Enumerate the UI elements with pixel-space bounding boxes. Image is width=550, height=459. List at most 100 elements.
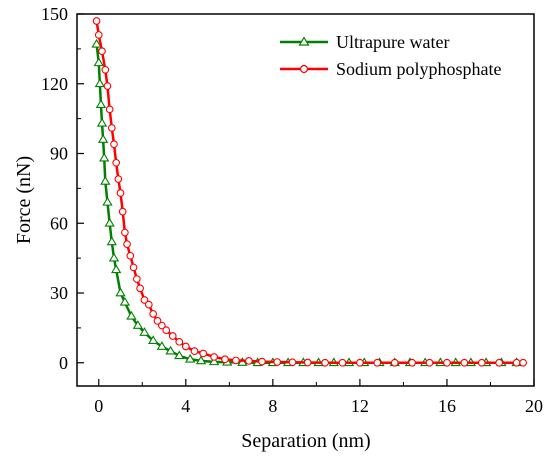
data-point-ultrapure-water — [132, 320, 144, 329]
data-point-ultrapure-water — [115, 287, 126, 297]
data-point-ultrapure-water — [119, 296, 131, 306]
data-point-ultrapure-water — [156, 341, 168, 350]
legend: Ultrapure water Sodium polyphosphate — [280, 32, 502, 79]
y-tick-label: 60 — [50, 213, 68, 233]
data-point-sodium-polyphosphate — [112, 158, 121, 167]
data-point-sodium-polyphosphate — [321, 358, 329, 367]
legend-marker-ultrapure-water — [298, 36, 310, 46]
data-point-sodium-polyphosphate — [132, 275, 141, 283]
y-tick-label: 0 — [59, 353, 68, 373]
data-point-sodium-polyphosphate — [199, 349, 208, 358]
data-point-sodium-polyphosphate — [126, 251, 135, 260]
data-point-sodium-polyphosphate — [140, 296, 149, 304]
data-point-ultrapure-water — [94, 78, 106, 88]
data-point-sodium-polyphosphate — [210, 353, 218, 361]
data-point-ultrapure-water — [96, 117, 108, 127]
data-point-ultrapure-water — [108, 252, 120, 262]
data-point-ultrapure-water — [102, 196, 113, 206]
data-point-sodium-polyphosphate — [123, 240, 131, 249]
x-tick-label: 16 — [438, 396, 456, 416]
y-tick-label: 30 — [50, 283, 68, 303]
series-line-ultrapure-water — [95, 44, 517, 364]
data-point-ultrapure-water — [195, 355, 207, 365]
data-point-sodium-polyphosphate — [390, 358, 399, 367]
data-point-sodium-polyphosphate — [101, 65, 110, 74]
x-tick-label: 12 — [351, 396, 369, 416]
y-tick-label: 150 — [41, 4, 68, 24]
data-point-sodium-polyphosphate — [118, 207, 127, 216]
legend-label-sodium-polyphosphate: Sodium polyphosphate — [336, 59, 502, 79]
data-point-sodium-polyphosphate — [460, 358, 469, 367]
data-point-ultrapure-water — [104, 217, 115, 227]
data-point-sodium-polyphosphate — [162, 326, 171, 335]
data-point-sodium-polyphosphate — [129, 263, 138, 272]
data-point-ultrapure-water — [165, 345, 176, 355]
data-point-sodium-polyphosphate — [288, 358, 297, 367]
x-tick-label: 4 — [181, 396, 190, 416]
data-point-ultrapure-water — [91, 38, 102, 48]
data-point-ultrapure-water — [111, 264, 122, 274]
data-point-ultrapure-water — [93, 57, 104, 67]
y-tick-label: 120 — [41, 74, 68, 94]
data-point-sodium-polyphosphate — [175, 337, 184, 346]
data-point-sodium-polyphosphate — [356, 358, 364, 367]
x-tick-label: 20 — [525, 396, 543, 416]
data-point-sodium-polyphosphate — [107, 124, 116, 132]
data-point-sodium-polyphosphate — [190, 347, 199, 355]
data-point-sodium-polyphosphate — [221, 355, 229, 364]
x-axis-title: Separation (nm) — [241, 430, 370, 452]
data-point-ultrapure-water — [100, 176, 111, 185]
series-ultrapure-water — [91, 38, 522, 367]
data-point-sodium-polyphosphate — [373, 358, 382, 367]
data-point-sodium-polyphosphate — [136, 284, 144, 293]
data-point-sodium-polyphosphate — [408, 358, 416, 367]
data-point-sodium-polyphosphate — [245, 357, 253, 365]
data-point-ultrapure-water — [174, 350, 185, 360]
data-point-sodium-polyphosphate — [273, 358, 282, 366]
data-point-sodium-polyphosphate — [512, 358, 521, 367]
series-layer — [91, 17, 527, 367]
data-point-sodium-polyphosphate — [153, 317, 162, 325]
data-point-sodium-polyphosphate — [103, 82, 112, 90]
data-point-sodium-polyphosphate — [114, 175, 123, 183]
data-point-sodium-polyphosphate — [92, 17, 101, 25]
data-point-sodium-polyphosphate — [181, 342, 190, 351]
data-point-sodium-polyphosphate — [443, 358, 451, 367]
data-point-ultrapure-water — [148, 335, 159, 345]
data-point-sodium-polyphosphate — [519, 358, 527, 367]
data-point-sodium-polyphosphate — [258, 357, 266, 366]
data-point-sodium-polyphosphate — [121, 228, 129, 237]
data-point-sodium-polyphosphate — [495, 358, 504, 367]
x-tick-label: 8 — [268, 396, 277, 416]
data-point-ultrapure-water — [95, 99, 107, 109]
data-point-ultrapure-water — [139, 327, 150, 336]
plot-frame — [76, 13, 535, 387]
data-point-sodium-polyphosphate — [144, 300, 153, 309]
data-point-sodium-polyphosphate — [158, 321, 166, 330]
data-point-sodium-polyphosphate — [425, 358, 434, 367]
data-point-sodium-polyphosphate — [116, 189, 125, 197]
data-point-sodium-polyphosphate — [232, 356, 240, 365]
data-point-ultrapure-water — [97, 134, 109, 143]
data-point-sodium-polyphosphate — [110, 140, 118, 149]
data-point-ultrapure-water — [184, 353, 196, 363]
data-point-sodium-polyphosphate — [98, 47, 106, 56]
x-tick-label: 0 — [94, 396, 103, 416]
y-tick-label: 90 — [50, 144, 68, 164]
series-sodium-polyphosphate — [92, 17, 527, 367]
data-point-sodium-polyphosphate — [477, 358, 486, 367]
legend-label-ultrapure-water: Ultrapure water — [336, 32, 449, 52]
data-point-sodium-polyphosphate — [338, 358, 347, 367]
ticks-layer: 0 4 8 12 16 20 0 30 60 90 120 150 — [41, 4, 543, 416]
data-point-sodium-polyphosphate — [105, 105, 114, 114]
data-point-ultrapure-water — [106, 236, 117, 246]
data-point-sodium-polyphosphate — [168, 332, 177, 340]
data-point-ultrapure-water — [99, 152, 110, 162]
data-point-sodium-polyphosphate — [303, 358, 312, 367]
data-point-sodium-polyphosphate — [94, 31, 103, 39]
data-point-ultrapure-water — [126, 310, 137, 320]
legend-marker-sodium-polyphosphate — [299, 64, 309, 74]
data-point-sodium-polyphosphate — [149, 310, 158, 318]
y-axis-title: Force (nN) — [13, 156, 35, 244]
